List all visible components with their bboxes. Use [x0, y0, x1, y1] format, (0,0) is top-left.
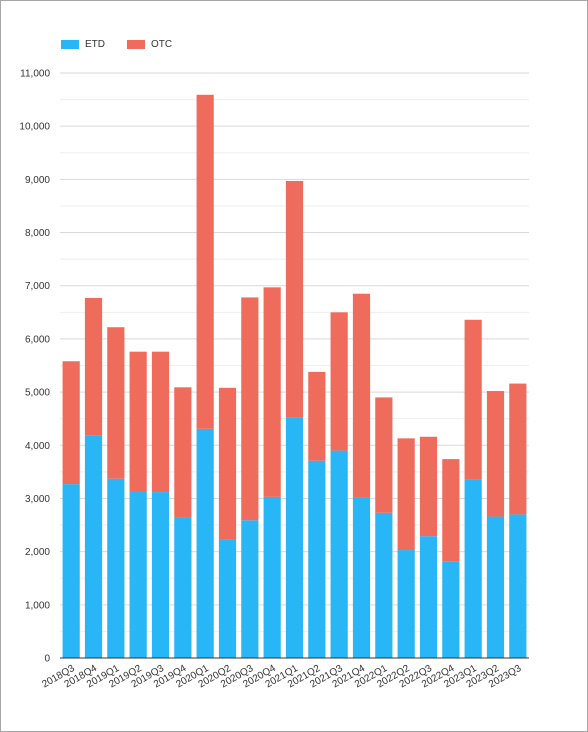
bar-otc-2020q1[interactable]: [196, 94, 214, 429]
bar-etd-2019q4[interactable]: [174, 517, 192, 658]
bar-otc-2018q4[interactable]: [84, 297, 103, 436]
bar-etd-2020q4[interactable]: [263, 496, 281, 658]
bar-otc-2023q2[interactable]: [486, 391, 505, 517]
bar-otc-2023q3[interactable]: [509, 383, 527, 515]
bar-otc-2023q1[interactable]: [464, 319, 482, 480]
bar-otc-2022q2[interactable]: [397, 438, 415, 551]
bar-otc-2022q4[interactable]: [442, 459, 460, 562]
bar-otc-2019q3[interactable]: [151, 351, 170, 493]
y-tick-label: 1,000: [25, 600, 50, 611]
bar-etd-2022q4[interactable]: [442, 561, 460, 658]
bar-etd-2019q1[interactable]: [107, 478, 125, 658]
bar-otc-2020q3[interactable]: [241, 297, 259, 521]
y-tick-label: 5,000: [25, 388, 50, 399]
y-tick-label: 9,000: [25, 175, 50, 186]
bar-etd-2021q2[interactable]: [308, 460, 326, 658]
bar-otc-2020q2[interactable]: [218, 387, 237, 540]
legend-label-otc: OTC: [151, 39, 173, 50]
legend-item-otc[interactable]: OTC: [127, 39, 172, 50]
y-axis-ticks: 0 1,000 2,000 3,000 4,000 5,000 6,000 7,000 8,00…: [19, 69, 50, 665]
bar-otc-2021q3[interactable]: [330, 312, 348, 451]
bar-otc-2018q3[interactable]: [62, 361, 80, 485]
bar-otc-2022q1[interactable]: [375, 397, 393, 513]
bar-etd-2023q3[interactable]: [509, 514, 527, 658]
bar-etd-2021q1[interactable]: [285, 417, 304, 658]
x-axis-ticks: 2018Q32018Q42019Q12019Q22019Q32019Q42020…: [40, 663, 523, 691]
bar-otc-2020q4[interactable]: [263, 287, 281, 497]
bar-etd-2019q2[interactable]: [129, 491, 147, 658]
bar-otc-2022q3[interactable]: [419, 436, 438, 537]
y-tick-label: 3,000: [25, 494, 50, 505]
bar-otc-2021q2[interactable]: [308, 371, 326, 461]
bar-otc-2019q4[interactable]: [174, 387, 192, 518]
y-tick-label: 0: [44, 654, 50, 665]
legend-item-etd[interactable]: ETD: [61, 39, 105, 50]
y-tick-label: 7,000: [25, 281, 50, 292]
bar-etd-2021q3[interactable]: [330, 450, 348, 658]
bar-etd-2019q3[interactable]: [151, 492, 170, 658]
bar-etd-2018q4[interactable]: [84, 435, 103, 658]
bars: [62, 94, 527, 658]
bar-etd-2020q3[interactable]: [241, 520, 259, 658]
legend: ETD OTC: [61, 39, 172, 50]
bar-otc-2021q1[interactable]: [285, 180, 304, 418]
y-tick-label: 2,000: [25, 547, 50, 558]
legend-swatch-etd: [61, 40, 79, 49]
bar-etd-2021q4[interactable]: [352, 497, 371, 658]
bar-etd-2020q1[interactable]: [196, 428, 214, 658]
bar-etd-2022q1[interactable]: [375, 512, 393, 658]
y-tick-label: 8,000: [25, 228, 50, 239]
y-tick-label: 4,000: [25, 441, 50, 452]
y-tick-label: 10,000: [19, 122, 50, 133]
bar-etd-2020q2[interactable]: [218, 539, 237, 658]
bar-otc-2019q2[interactable]: [129, 351, 147, 492]
legend-label-etd: ETD: [85, 39, 105, 50]
bar-etd-2022q3[interactable]: [419, 536, 438, 658]
bar-etd-2023q1[interactable]: [464, 479, 482, 658]
y-tick-label: 11,000: [20, 69, 50, 80]
bar-etd-2022q2[interactable]: [397, 550, 415, 658]
bar-etd-2023q2[interactable]: [486, 516, 505, 658]
y-tick-label: 6,000: [25, 334, 50, 345]
bar-otc-2021q4[interactable]: [352, 293, 371, 498]
legend-swatch-otc: [127, 40, 145, 49]
bar-etd-2018q3[interactable]: [62, 484, 80, 658]
bar-otc-2019q1[interactable]: [107, 327, 125, 479]
